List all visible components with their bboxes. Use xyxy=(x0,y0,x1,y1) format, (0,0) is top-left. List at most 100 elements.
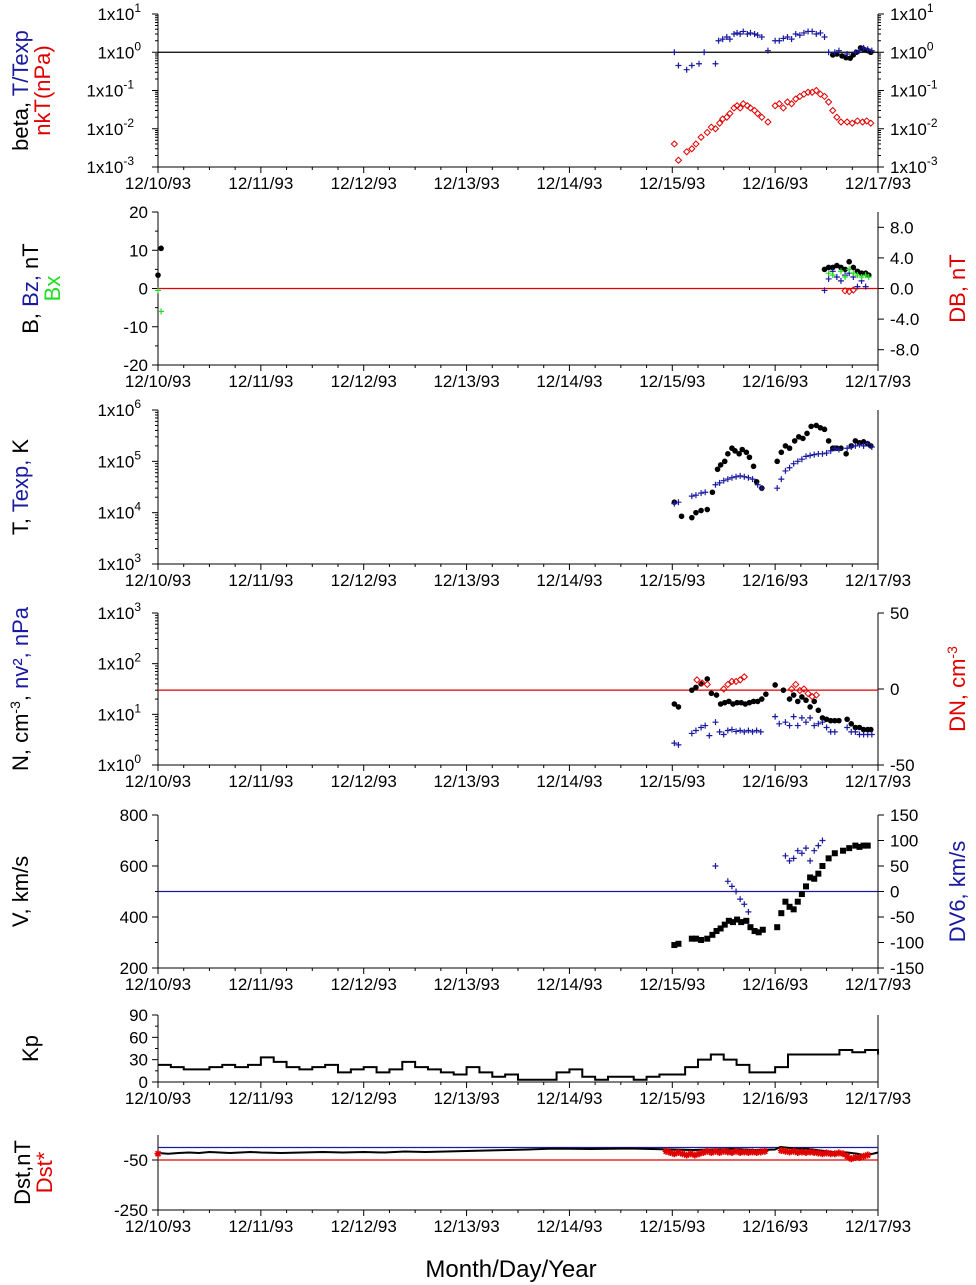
point-V xyxy=(713,928,720,935)
point-nv² xyxy=(733,728,740,735)
point-DN xyxy=(720,685,728,693)
point-T/Texp xyxy=(683,66,690,73)
point-Texp xyxy=(823,450,830,457)
x-tick-label: 12/16/93 xyxy=(742,975,808,994)
point-nkT(nPa) xyxy=(682,148,691,156)
point-T/Texp xyxy=(788,36,795,43)
point-N xyxy=(780,687,787,693)
point-DN xyxy=(800,685,808,693)
point-nv² xyxy=(803,719,809,726)
point-B xyxy=(155,272,161,278)
y-tick-exponent: 4 xyxy=(134,500,141,514)
point-V xyxy=(704,935,711,942)
right-tick-label: 8.0 xyxy=(890,218,914,237)
point-T xyxy=(821,426,828,433)
point-Bx xyxy=(846,266,853,273)
point-T xyxy=(800,435,806,442)
point-T/Texp xyxy=(852,49,859,56)
right-tick-label: 50 xyxy=(890,857,909,876)
right-tick-label: -4.0 xyxy=(890,310,919,329)
x-tick-label: 12/17/93 xyxy=(845,1217,911,1236)
point-T xyxy=(825,438,832,444)
y-tick-exponent: -1 xyxy=(123,78,134,92)
point-V xyxy=(831,850,838,857)
point-V xyxy=(747,924,754,931)
point-T/Texp xyxy=(758,34,765,41)
point-Dst* xyxy=(798,1148,806,1156)
point-N xyxy=(754,698,761,705)
point-Texp xyxy=(807,452,814,459)
y-axis-label: nkT(nPa) xyxy=(30,45,55,135)
point-Bx xyxy=(862,272,869,279)
point-Dst* xyxy=(740,1148,748,1156)
point-nkT(nPa) xyxy=(697,133,705,141)
panel-beta: 12/10/93 12/11/93 12/12/93 12/13/93 12/14/93… xyxy=(8,1,938,193)
y-tick-label: 20 xyxy=(129,203,148,222)
y-tick-label: 1x100 xyxy=(97,752,141,775)
point-N xyxy=(726,698,732,705)
y-tick-label: 1x103 xyxy=(97,600,141,623)
point-N xyxy=(689,687,695,693)
point-Dst* xyxy=(683,1151,691,1159)
point-T/Texp xyxy=(831,49,838,56)
y-axis-label-part: Dst,nT xyxy=(10,1140,35,1205)
y-axis-label-part: , xyxy=(8,689,33,701)
point-V xyxy=(852,842,859,849)
point-Dst* xyxy=(687,1150,695,1158)
point-DN xyxy=(812,691,820,699)
right-tick-label: 150 xyxy=(890,806,918,825)
point-N xyxy=(868,726,874,733)
point-T/Texp xyxy=(719,36,726,43)
y-axis-label: beta, T/Texp xyxy=(8,30,33,151)
y-tick-label: 0 xyxy=(139,280,148,299)
point-Texp xyxy=(733,473,740,480)
point-nkT(nPa) xyxy=(670,140,679,148)
y-axis-label-part: Bz, xyxy=(18,269,43,307)
point-Dst* xyxy=(757,1148,765,1156)
point-T/Texp xyxy=(784,34,791,41)
point-Dst* xyxy=(695,1150,703,1158)
point-nv² xyxy=(737,727,744,734)
x-tick-label: 12/14/93 xyxy=(536,372,602,391)
point-Dst* xyxy=(843,1152,851,1160)
point-nkT(nPa) xyxy=(692,140,700,148)
point-DV6 xyxy=(728,883,735,890)
x-tick-label: 12/17/93 xyxy=(845,174,911,193)
point-nv² xyxy=(745,727,752,734)
point-T/Texp xyxy=(701,49,708,56)
point-DN xyxy=(703,680,711,689)
x-tick-label: 12/15/93 xyxy=(639,772,705,791)
y-tick-label: 1x106 xyxy=(97,397,141,420)
point-nv² xyxy=(692,727,699,734)
point-Dst* xyxy=(753,1149,761,1156)
x-tick-label: 12/15/93 xyxy=(639,1089,705,1108)
point-T xyxy=(750,463,757,470)
y-axis-label: Dst* xyxy=(32,1151,57,1193)
point-N xyxy=(815,707,822,714)
point-nv² xyxy=(728,726,735,733)
point-V xyxy=(759,926,766,933)
x-tick-label: 12/13/93 xyxy=(433,1089,499,1108)
point-Bz xyxy=(833,274,840,281)
x-tick-label: 12/11/93 xyxy=(228,1217,293,1236)
y-tick-label: 1x105 xyxy=(97,448,141,471)
point-V xyxy=(815,870,822,877)
right-tick-label: 0 xyxy=(890,680,899,699)
point-nkT(nPa) xyxy=(804,88,812,96)
x-tick-label: 12/17/93 xyxy=(845,571,911,590)
point-DV6 xyxy=(794,847,801,854)
x-tick-label: 12/13/93 xyxy=(433,372,499,391)
x-tick-label: 12/16/93 xyxy=(742,571,808,590)
point-DN xyxy=(724,680,732,689)
point-Bz xyxy=(837,277,844,284)
point-nv² xyxy=(794,722,801,729)
point-Bz xyxy=(825,275,832,282)
point-T xyxy=(678,513,685,520)
y-tick-label: 60 xyxy=(129,1028,148,1047)
point-Bx xyxy=(858,274,865,281)
point-nv² xyxy=(671,740,678,747)
right-tick-label: 1x100 xyxy=(890,39,934,62)
point-V xyxy=(755,929,762,936)
x-tick-label: 12/16/93 xyxy=(742,174,808,193)
